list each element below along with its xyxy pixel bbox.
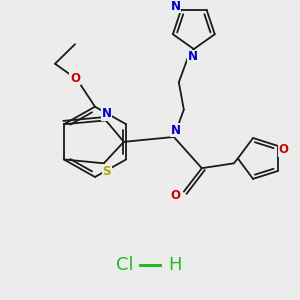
Text: O: O: [279, 143, 289, 156]
Text: H: H: [168, 256, 182, 274]
Text: N: N: [102, 107, 112, 120]
Text: O: O: [70, 72, 80, 85]
Text: O: O: [171, 189, 181, 202]
Text: S: S: [103, 165, 111, 178]
Text: Cl: Cl: [116, 256, 134, 274]
Text: N: N: [171, 124, 181, 136]
Text: N: N: [188, 50, 198, 63]
Text: N: N: [171, 0, 181, 13]
